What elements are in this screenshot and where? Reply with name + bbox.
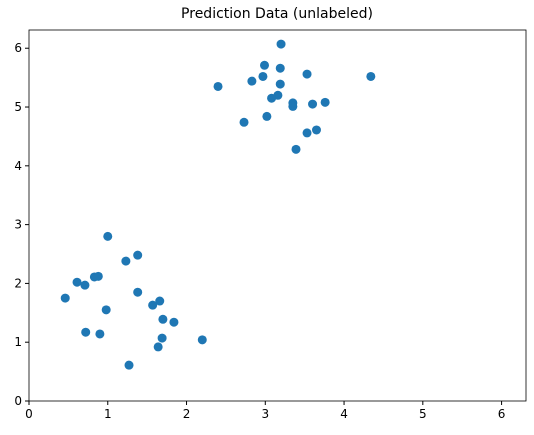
chart-title: Prediction Data (unlabeled) bbox=[181, 6, 373, 22]
point bbox=[366, 71, 376, 81]
point bbox=[213, 81, 223, 91]
point bbox=[155, 296, 165, 306]
x-tick-label: 1 bbox=[104, 407, 112, 421]
y-tick-label: 1 bbox=[14, 335, 22, 349]
y-tick-label: 6 bbox=[14, 41, 22, 55]
point bbox=[197, 335, 207, 345]
point bbox=[101, 305, 111, 315]
point bbox=[103, 231, 113, 241]
point bbox=[124, 360, 134, 370]
point bbox=[158, 314, 168, 324]
point bbox=[239, 117, 249, 127]
point bbox=[95, 329, 105, 339]
point bbox=[258, 71, 268, 81]
point bbox=[60, 293, 70, 303]
x-tick-label: 4 bbox=[340, 407, 348, 421]
point bbox=[80, 280, 90, 290]
point bbox=[275, 63, 285, 73]
y-tick-label: 0 bbox=[14, 394, 22, 408]
point bbox=[320, 97, 330, 107]
point bbox=[247, 76, 257, 86]
plot-frame bbox=[28, 29, 527, 402]
point bbox=[169, 317, 179, 327]
point bbox=[288, 101, 298, 111]
point bbox=[260, 60, 270, 70]
point bbox=[311, 125, 321, 135]
x-tick-label: 0 bbox=[25, 407, 33, 421]
point bbox=[133, 287, 143, 297]
point bbox=[262, 111, 272, 121]
point bbox=[93, 271, 103, 281]
point bbox=[302, 128, 312, 138]
point bbox=[121, 256, 131, 266]
point bbox=[308, 99, 318, 109]
x-tick-label: 5 bbox=[419, 407, 427, 421]
point bbox=[157, 333, 167, 343]
point bbox=[267, 93, 277, 103]
point bbox=[81, 327, 91, 337]
y-tick-label: 5 bbox=[14, 100, 22, 114]
point bbox=[153, 342, 163, 352]
point bbox=[275, 79, 285, 89]
x-tick-label: 2 bbox=[183, 407, 191, 421]
y-tick-label: 3 bbox=[14, 218, 22, 232]
point bbox=[148, 300, 158, 310]
x-tick-label: 6 bbox=[498, 407, 506, 421]
y-tick-label: 4 bbox=[14, 159, 22, 173]
point bbox=[291, 144, 301, 154]
point bbox=[133, 250, 143, 260]
y-tick-label: 2 bbox=[14, 276, 22, 290]
point bbox=[302, 69, 312, 79]
point bbox=[276, 39, 286, 49]
point bbox=[72, 277, 82, 287]
x-tick-label: 3 bbox=[261, 407, 269, 421]
